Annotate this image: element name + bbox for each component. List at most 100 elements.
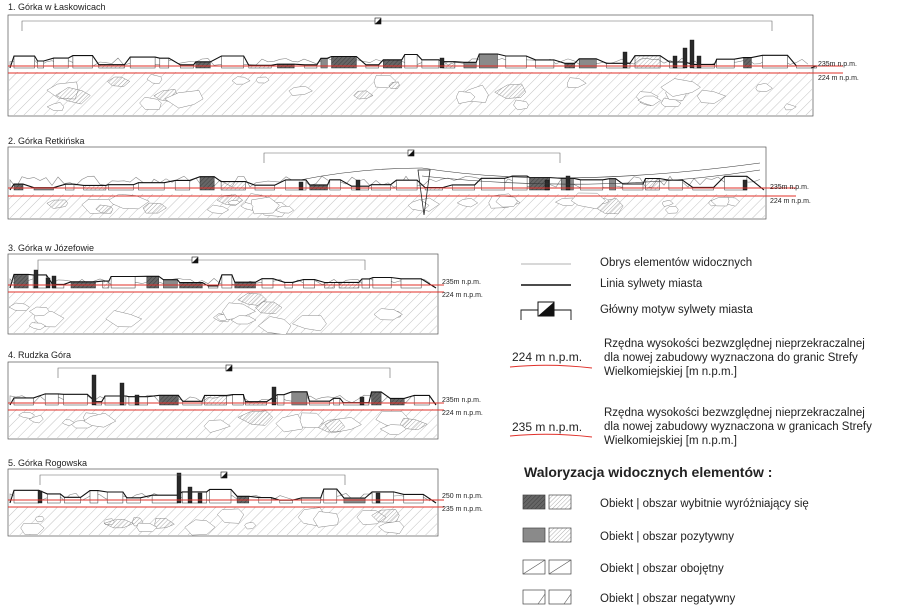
ground-outline-shape xyxy=(34,516,45,523)
main-motif-marker-fill xyxy=(375,18,381,24)
tower xyxy=(355,179,361,191)
building xyxy=(622,183,644,191)
skyline-line xyxy=(9,488,437,504)
ground-outline-shape xyxy=(637,95,662,107)
building xyxy=(13,490,40,504)
tower xyxy=(672,55,678,69)
tower xyxy=(33,269,39,289)
building xyxy=(163,279,178,289)
legend-235-underline xyxy=(509,433,593,438)
legend-235-line-1: Rzędna wysokości bezwzględnej nieprzekra… xyxy=(604,407,865,419)
ground-hatch xyxy=(9,72,812,115)
legend-224-text: Rzędna wysokości bezwzględnej nieprzekra… xyxy=(604,337,865,379)
building xyxy=(89,490,99,504)
ground-outline-shape xyxy=(388,81,400,89)
valuation-outstanding-label: Obiekt | obszar wybitnie wyróżniający si… xyxy=(600,498,809,510)
ground-outline-shape xyxy=(244,521,257,530)
skyline-line xyxy=(9,391,437,406)
ground-outline-shape xyxy=(696,89,727,104)
building xyxy=(159,57,170,69)
ground-outline-shape xyxy=(206,204,230,214)
elevation-upper-2: 235m n.p.m. xyxy=(770,184,809,191)
building xyxy=(371,491,394,504)
valuation-neutral-label: Obiekt | obszar obojętny xyxy=(600,563,724,575)
ground-outline-shape xyxy=(456,91,476,104)
ground-outline-shape xyxy=(95,204,114,214)
ground-outline-shape xyxy=(554,197,576,207)
elevation-lower-2: 224 m n.p.m. xyxy=(770,198,811,205)
building xyxy=(323,488,338,504)
ground-outline-shape xyxy=(136,522,158,533)
ground-outline-shape xyxy=(255,76,270,84)
ground-outline-shape xyxy=(288,85,313,96)
building xyxy=(442,61,456,69)
ground-outline-shape xyxy=(28,306,50,317)
skyline-panel-3 xyxy=(7,253,444,336)
power-line xyxy=(421,162,761,179)
elevation-lower-1: 224 m n.p.m. xyxy=(818,75,859,82)
building xyxy=(421,59,440,69)
ground-outline-shape xyxy=(660,78,701,97)
ground-outline-shape xyxy=(203,419,231,433)
building xyxy=(578,58,597,69)
tower xyxy=(565,175,571,191)
ground-outline-shape xyxy=(83,412,117,428)
main-motif-marker-fill xyxy=(226,365,232,371)
skyline-panel-5 xyxy=(7,468,444,537)
elevation-upper-1: 235m n.p.m. xyxy=(818,61,857,68)
building xyxy=(181,491,207,504)
skyline-panel-2 xyxy=(7,146,796,220)
building xyxy=(413,395,430,406)
building xyxy=(400,278,422,289)
building xyxy=(309,184,328,191)
building xyxy=(159,395,179,406)
main-motif-bracket xyxy=(39,474,346,485)
tower xyxy=(622,51,628,69)
building xyxy=(261,278,274,289)
tower xyxy=(298,181,304,191)
legend-224-value: 224 m n.p.m. xyxy=(512,350,583,364)
tower xyxy=(375,492,381,504)
ground-outline-shape xyxy=(154,518,175,529)
legend-235-value: 235 m n.p.m. xyxy=(512,420,583,434)
ground-outline-shape xyxy=(407,199,430,212)
legend-224-line-1: Rzędna wysokości bezwzględnej nieprzekra… xyxy=(604,338,865,350)
building xyxy=(303,279,315,289)
legend-235-text: Rzędna wysokości bezwzględnej nieprzekra… xyxy=(604,406,872,448)
legend-235-line-3: Wielkomiejskiej [m n.p.m.] xyxy=(604,435,737,447)
building xyxy=(204,395,227,406)
ground-outline-shape xyxy=(291,315,327,332)
building xyxy=(372,277,392,289)
legend-motif-fill xyxy=(538,302,554,316)
building xyxy=(65,183,75,191)
valuation-swatch-right xyxy=(548,494,572,510)
ground-outline-shape xyxy=(139,96,162,110)
ground-outline-shape xyxy=(665,206,679,214)
elevation-lower-4: 224 m n.p.m. xyxy=(442,410,483,417)
tower xyxy=(37,490,43,504)
elevation-upper-4: 235m n.p.m. xyxy=(442,397,481,404)
building xyxy=(463,62,477,69)
building xyxy=(320,58,328,69)
tower xyxy=(197,492,203,504)
legend-main-motif-label: Główny motyw sylwety miasta xyxy=(600,304,753,316)
building xyxy=(333,398,341,406)
elevation-lower-3: 224 m n.p.m. xyxy=(442,292,483,299)
tower xyxy=(134,394,140,406)
ground-outline-shape xyxy=(230,315,257,325)
skyline-panel-1 xyxy=(7,14,843,117)
ground-outline-shape xyxy=(217,508,245,524)
ground-outline-shape xyxy=(28,322,47,330)
main-motif-marker-fill xyxy=(192,257,198,263)
building xyxy=(383,59,403,69)
ground-outline-shape xyxy=(237,410,274,426)
tower xyxy=(682,47,688,69)
building xyxy=(396,179,418,191)
main-motif-marker-fill xyxy=(221,472,227,478)
ground-outline-shape xyxy=(755,82,773,92)
building xyxy=(151,494,179,504)
building xyxy=(668,179,683,191)
building xyxy=(390,398,405,406)
tower xyxy=(359,396,365,406)
